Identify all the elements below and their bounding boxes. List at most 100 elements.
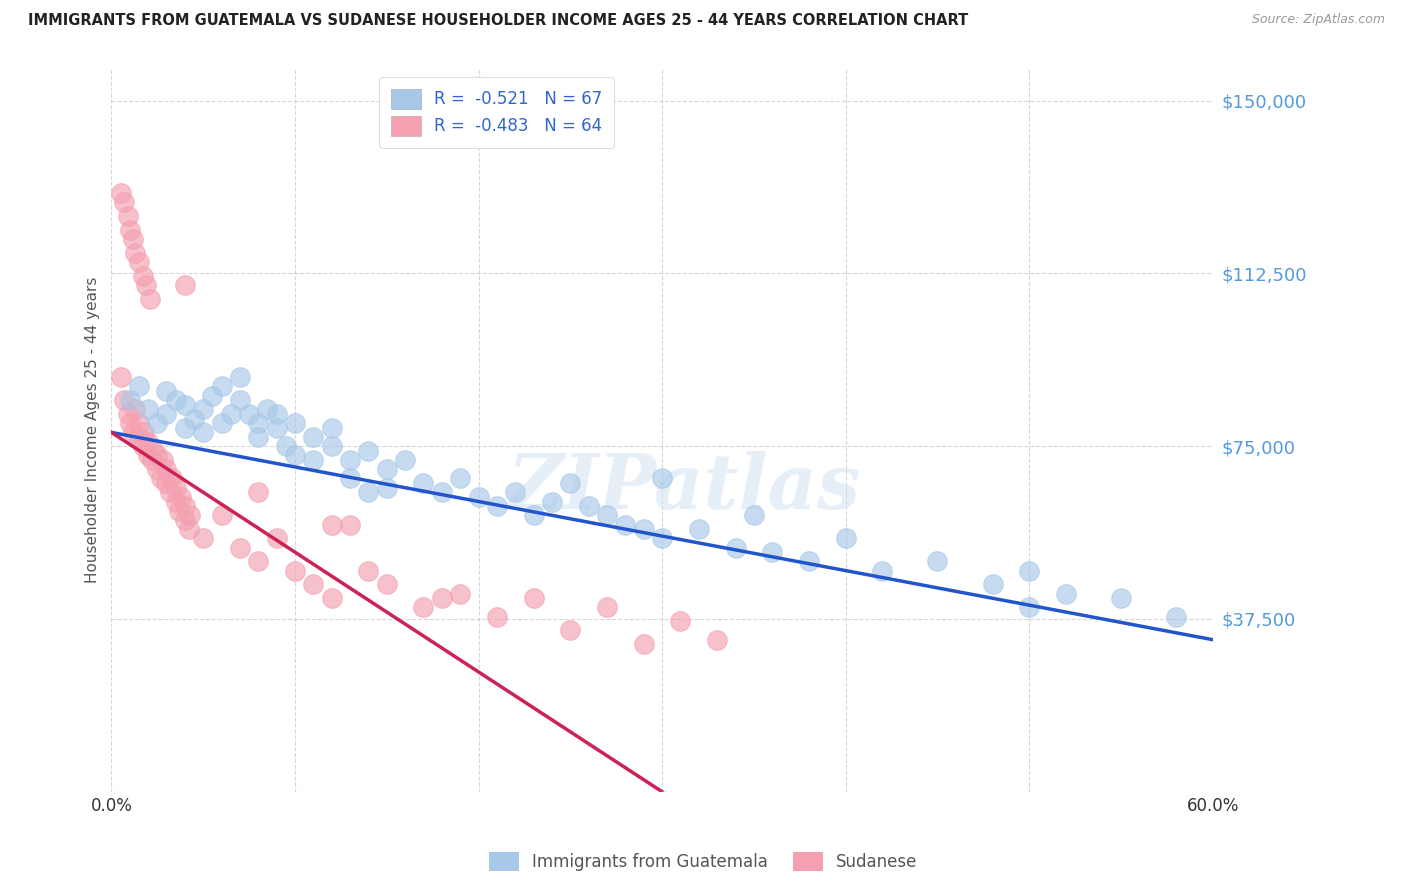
Point bbox=[177, 522, 200, 536]
Point bbox=[339, 453, 361, 467]
Point bbox=[375, 577, 398, 591]
Point bbox=[165, 481, 187, 495]
Point bbox=[201, 388, 224, 402]
Point bbox=[560, 476, 582, 491]
Point bbox=[761, 545, 783, 559]
Point bbox=[146, 416, 169, 430]
Point bbox=[139, 292, 162, 306]
Point bbox=[117, 407, 139, 421]
Point bbox=[449, 587, 471, 601]
Point bbox=[136, 449, 159, 463]
Point bbox=[110, 370, 132, 384]
Point bbox=[321, 439, 343, 453]
Point bbox=[211, 508, 233, 523]
Point bbox=[229, 541, 252, 555]
Point bbox=[321, 517, 343, 532]
Point bbox=[128, 379, 150, 393]
Point bbox=[193, 425, 215, 440]
Point bbox=[211, 416, 233, 430]
Point bbox=[193, 532, 215, 546]
Point bbox=[651, 471, 673, 485]
Point bbox=[229, 370, 252, 384]
Point bbox=[375, 481, 398, 495]
Point bbox=[1018, 600, 1040, 615]
Point bbox=[1109, 591, 1132, 606]
Point bbox=[321, 591, 343, 606]
Point bbox=[112, 195, 135, 210]
Point bbox=[122, 232, 145, 246]
Point bbox=[179, 508, 201, 523]
Point bbox=[651, 532, 673, 546]
Point bbox=[357, 564, 380, 578]
Point bbox=[112, 393, 135, 408]
Point bbox=[284, 449, 307, 463]
Point bbox=[211, 379, 233, 393]
Point bbox=[834, 532, 856, 546]
Point bbox=[128, 430, 150, 444]
Point bbox=[173, 513, 195, 527]
Point bbox=[124, 402, 146, 417]
Point bbox=[560, 624, 582, 638]
Point bbox=[122, 425, 145, 440]
Point bbox=[173, 278, 195, 293]
Point bbox=[169, 504, 191, 518]
Point bbox=[146, 462, 169, 476]
Point bbox=[266, 421, 288, 435]
Point bbox=[136, 402, 159, 417]
Point bbox=[173, 398, 195, 412]
Point bbox=[485, 609, 508, 624]
Point bbox=[159, 485, 181, 500]
Point bbox=[247, 485, 270, 500]
Point bbox=[430, 485, 453, 500]
Y-axis label: Householder Income Ages 25 - 44 years: Householder Income Ages 25 - 44 years bbox=[86, 277, 100, 583]
Point bbox=[247, 430, 270, 444]
Point bbox=[134, 425, 156, 440]
Point bbox=[136, 434, 159, 449]
Point bbox=[503, 485, 526, 500]
Point bbox=[193, 402, 215, 417]
Point bbox=[357, 485, 380, 500]
Point bbox=[128, 255, 150, 269]
Point bbox=[183, 411, 205, 425]
Point bbox=[284, 564, 307, 578]
Point bbox=[117, 209, 139, 223]
Text: IMMIGRANTS FROM GUATEMALA VS SUDANESE HOUSEHOLDER INCOME AGES 25 - 44 YEARS CORR: IMMIGRANTS FROM GUATEMALA VS SUDANESE HO… bbox=[28, 13, 969, 29]
Point bbox=[155, 462, 177, 476]
Point bbox=[412, 476, 434, 491]
Point bbox=[155, 476, 177, 491]
Point bbox=[152, 453, 174, 467]
Point bbox=[170, 490, 193, 504]
Point bbox=[141, 453, 163, 467]
Point bbox=[797, 554, 820, 568]
Point bbox=[284, 416, 307, 430]
Point bbox=[302, 577, 325, 591]
Point bbox=[118, 223, 141, 237]
Point bbox=[274, 439, 297, 453]
Legend: R =  -0.521   N = 67, R =  -0.483   N = 64: R = -0.521 N = 67, R = -0.483 N = 64 bbox=[380, 77, 614, 147]
Point bbox=[247, 554, 270, 568]
Point bbox=[394, 453, 416, 467]
Point bbox=[485, 499, 508, 513]
Point bbox=[357, 443, 380, 458]
Point bbox=[266, 532, 288, 546]
Point bbox=[110, 186, 132, 200]
Text: ZIPatlas: ZIPatlas bbox=[508, 451, 860, 525]
Point bbox=[1164, 609, 1187, 624]
Point bbox=[981, 577, 1004, 591]
Text: Source: ZipAtlas.com: Source: ZipAtlas.com bbox=[1251, 13, 1385, 27]
Point bbox=[375, 462, 398, 476]
Point bbox=[118, 416, 141, 430]
Point bbox=[633, 522, 655, 536]
Point bbox=[135, 278, 157, 293]
Point bbox=[128, 416, 150, 430]
Point bbox=[339, 471, 361, 485]
Point bbox=[118, 393, 141, 408]
Point bbox=[229, 393, 252, 408]
Legend: Immigrants from Guatemala, Sudanese: Immigrants from Guatemala, Sudanese bbox=[481, 843, 925, 880]
Point bbox=[173, 499, 195, 513]
Point bbox=[614, 517, 637, 532]
Point bbox=[146, 449, 169, 463]
Point bbox=[467, 490, 489, 504]
Point bbox=[412, 600, 434, 615]
Point bbox=[706, 632, 728, 647]
